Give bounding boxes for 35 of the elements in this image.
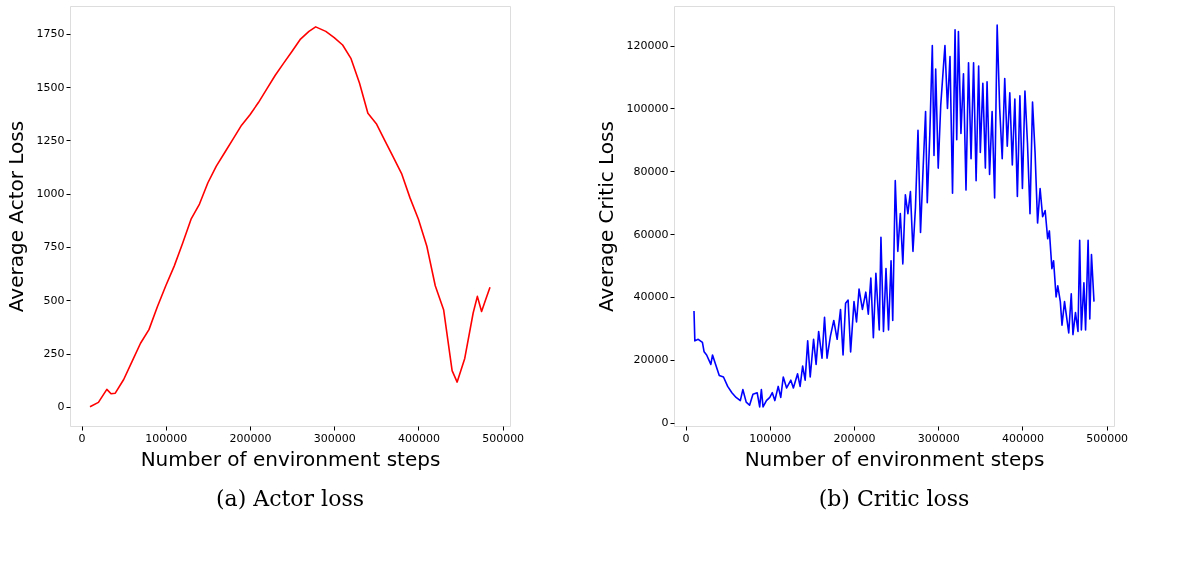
x-tick-label: 500000 [1086, 431, 1129, 445]
x-tick-label: 300000 [313, 431, 356, 445]
x-axis-title: Number of environment steps [744, 446, 1045, 471]
y-tick-label: 750 [43, 240, 65, 254]
y-axis-title: Average Critic Loss [593, 121, 618, 312]
x-axis-title: Number of environment steps [140, 446, 441, 471]
y-axis-title: Average Actor Loss [3, 120, 28, 313]
y-tick-label: 1750 [36, 27, 65, 41]
x-tick-label: 400000 [1001, 431, 1044, 445]
x-tick-label: 200000 [833, 431, 876, 445]
x-tick-label: 0 [78, 431, 86, 445]
x-tick-label: 400000 [397, 431, 440, 445]
y-tick-label: 1500 [36, 80, 65, 94]
y-tick-label: 1250 [36, 133, 65, 147]
x-tick-label: 100000 [145, 431, 188, 445]
text: (a) Actor loss [216, 486, 364, 511]
y-tick-label: 1000 [36, 187, 65, 201]
text: (b) Critic loss [818, 486, 970, 511]
y-tick-label: 120000 [626, 39, 669, 53]
y-tick-label: 60000 [633, 227, 669, 241]
line-series [693, 24, 1095, 408]
x-tick-label: 300000 [917, 431, 960, 445]
y-tick-label: 0 [57, 400, 65, 414]
y-tick-label: 40000 [633, 290, 669, 304]
y-tick-label: 100000 [626, 101, 669, 115]
x-tick-label: 0 [682, 431, 690, 445]
y-tick-label: 0 [661, 416, 669, 430]
x-tick-label: 500000 [482, 431, 525, 445]
x-tick-label: 200000 [229, 431, 272, 445]
y-tick-label: 250 [43, 347, 65, 361]
y-tick-label: 20000 [633, 353, 669, 367]
x-tick-label: 100000 [749, 431, 792, 445]
y-tick-label: 80000 [633, 164, 669, 178]
y-tick-label: 500 [43, 293, 65, 307]
line-series [89, 26, 491, 408]
